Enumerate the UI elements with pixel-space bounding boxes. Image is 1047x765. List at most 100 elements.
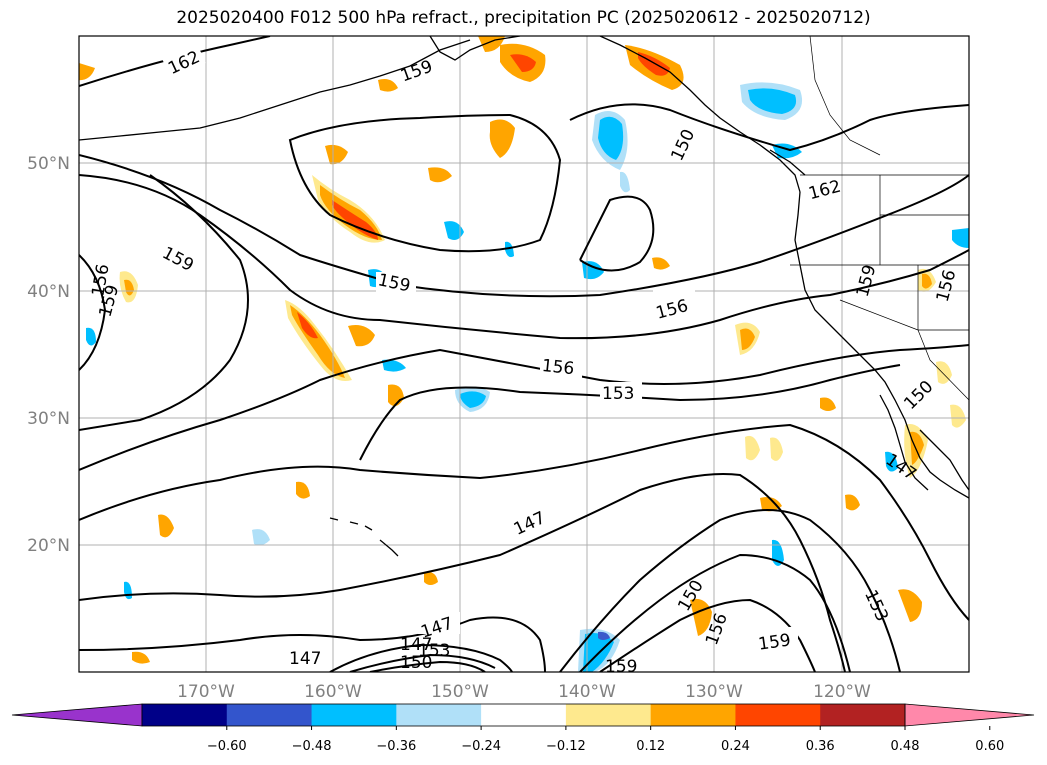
precip-positive-area xyxy=(297,312,318,339)
precip-negative-area xyxy=(460,391,486,408)
alaska-canada-border xyxy=(809,36,881,156)
precip-negative-area xyxy=(444,221,464,240)
contour-label: 156 xyxy=(541,356,575,379)
precip-positive-area xyxy=(898,589,922,622)
precip-positive-area xyxy=(820,397,836,411)
colorbar-extend-max xyxy=(904,703,1035,727)
precip-positive-area xyxy=(132,651,150,664)
contour-label: 147 xyxy=(289,649,321,669)
contour-label: 153 xyxy=(418,641,450,661)
contour-150 xyxy=(79,423,969,621)
lon-tick-label: 130°W xyxy=(685,682,743,702)
precip-negative-area xyxy=(505,241,514,258)
contour-label-bg xyxy=(510,508,552,530)
contour-162 xyxy=(79,36,271,87)
hawaiian-islands xyxy=(329,517,399,557)
aleutian-islands xyxy=(79,39,471,141)
precip-positive-area xyxy=(378,79,398,92)
contour-label: 159 xyxy=(757,630,792,654)
precip-negative-area xyxy=(598,631,610,640)
precip-positive-area xyxy=(950,404,966,428)
alaska-panhandle-coast xyxy=(599,36,801,193)
precip-negative-area xyxy=(86,327,96,346)
precip-positive-area xyxy=(424,571,438,585)
contour-159 xyxy=(79,154,969,298)
precip-positive-area xyxy=(510,54,536,72)
lon-tick-label: 140°W xyxy=(558,682,616,702)
colorbar-segment xyxy=(650,704,736,726)
contour-147-south xyxy=(79,616,546,672)
colorbar-tick-label: 0.24 xyxy=(721,739,750,754)
contour-156-loop xyxy=(79,174,249,431)
contour-156-south xyxy=(599,598,816,672)
lon-tick-label: 170°W xyxy=(177,682,235,702)
contour-156 xyxy=(79,174,969,340)
precip-negative-area xyxy=(252,529,270,546)
contour-label-bg xyxy=(418,612,460,634)
precip-positive-area xyxy=(740,328,755,350)
contour-label-bg xyxy=(653,290,695,312)
precip-positive-area xyxy=(845,494,860,511)
contour-label: 147 xyxy=(400,635,432,655)
colorbar-segment xyxy=(820,704,906,726)
colorbar-segment xyxy=(226,704,313,726)
precip-negative-area xyxy=(885,451,898,472)
precipitation-shading xyxy=(79,36,969,672)
contour-label-bg xyxy=(540,356,582,378)
lat-tick-label: 40°N xyxy=(27,282,70,302)
baja-california-coast xyxy=(879,394,929,491)
colorbar-tick-label: −0.48 xyxy=(292,739,332,754)
contour-153-nested xyxy=(349,653,496,672)
colorbar-segment xyxy=(735,704,821,726)
contour-label-bg xyxy=(756,627,798,649)
colorbar-tick-label: −0.36 xyxy=(376,739,416,754)
contour-label: 153 xyxy=(602,384,634,404)
lon-tick-label: 150°W xyxy=(431,682,489,702)
colorbar-segment xyxy=(142,704,228,726)
contour-label-bg xyxy=(287,645,329,667)
contour-159-loop xyxy=(579,195,655,272)
precip-positive-area xyxy=(760,497,782,512)
contour-147 xyxy=(79,473,846,672)
contour-label-bg xyxy=(162,43,206,79)
precip-positive-area xyxy=(910,431,924,465)
precip-negative-area xyxy=(748,88,797,114)
precip-positive-area xyxy=(745,435,760,461)
contour-153 xyxy=(79,344,969,471)
map-title: 2025020400 F012 500 hPa refract., precip… xyxy=(176,8,871,28)
map-panel: 162 159 159 159 159 156 156 156 153 150 … xyxy=(79,36,969,677)
precip-positive-area xyxy=(489,119,515,158)
precip-positive-area xyxy=(158,514,174,538)
precip-positive-area xyxy=(348,325,375,347)
contour-156-west xyxy=(79,254,107,371)
colorbar-tick-label: −0.12 xyxy=(546,739,586,754)
colorbar-tick-label: 0.48 xyxy=(891,739,920,754)
contour-159-trough xyxy=(569,103,969,152)
contour-label-bg xyxy=(160,248,198,270)
contour-label-bg xyxy=(600,382,642,404)
precip-positive-area xyxy=(428,167,452,183)
colorbar-tick-label: 0.60 xyxy=(975,739,1004,754)
contour-label: 159 xyxy=(605,657,637,677)
colorbar-tick-label: 0.36 xyxy=(806,739,835,754)
colorbar-extend-min xyxy=(11,703,143,727)
colorbar-tick-label: −0.60 xyxy=(207,739,247,754)
colorbar-tick-label: 0.12 xyxy=(636,739,665,754)
precip-positive-area xyxy=(296,481,310,499)
colorbar-segment xyxy=(565,704,652,726)
contour-150-south xyxy=(559,509,901,672)
colorbar-tick-label: −0.24 xyxy=(461,739,501,754)
contour-150-nested xyxy=(329,643,513,672)
precip-positive-area xyxy=(922,273,932,289)
colorbar-segment xyxy=(396,704,482,726)
us-state-borders xyxy=(790,175,969,401)
precip-positive-area xyxy=(770,437,783,461)
contour-156-nested xyxy=(369,660,486,672)
contour-label: 150 xyxy=(400,653,432,673)
lat-tick-label: 30°N xyxy=(27,409,70,429)
lon-tick-label: 160°W xyxy=(304,682,362,702)
lat-tick-label: 20°N xyxy=(27,536,70,556)
vancouver-island xyxy=(769,149,806,176)
precip-positive-area xyxy=(652,257,670,270)
political-borders xyxy=(790,36,969,401)
